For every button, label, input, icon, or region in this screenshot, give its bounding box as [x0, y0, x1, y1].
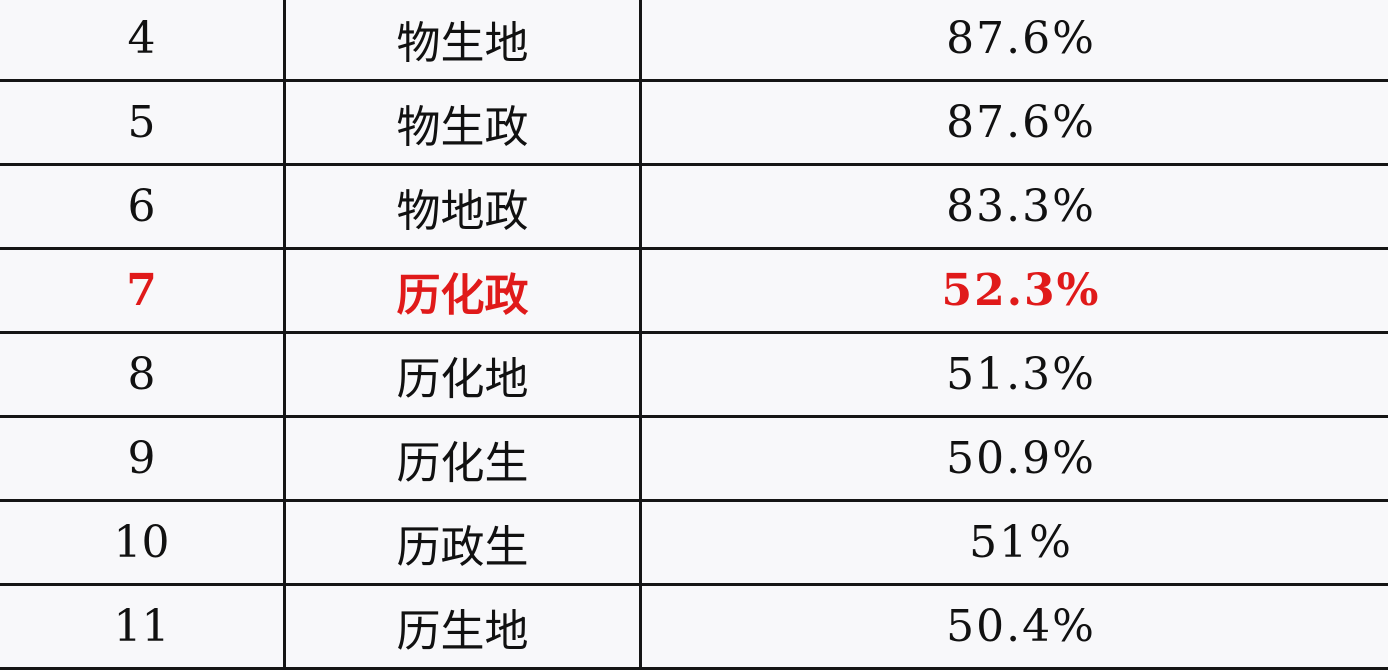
combination-cell: 物生地	[284, 0, 642, 82]
table-row: 6 物地政 83.3%	[0, 163, 1388, 250]
rate-cell: 51.3%	[640, 331, 1388, 418]
table-row: 8 历化地 51.3%	[0, 331, 1388, 418]
rank-cell: 4	[0, 0, 286, 82]
combination-cell: 历化生	[284, 415, 642, 502]
table-row: 11 历生地 50.4%	[0, 583, 1388, 670]
combination-cell: 历化政	[284, 247, 642, 334]
table-row: 5 物生政 87.6%	[0, 79, 1388, 166]
rate-cell: 52.3%	[640, 247, 1388, 334]
rank-cell: 11	[0, 583, 286, 670]
rank-cell: 9	[0, 415, 286, 502]
combination-cell: 物生政	[284, 79, 642, 166]
table-row-highlighted: 7 历化政 52.3%	[0, 247, 1388, 334]
rate-cell: 87.6%	[640, 79, 1388, 166]
table-row: 9 历化生 50.9%	[0, 415, 1388, 502]
rank-cell: 6	[0, 163, 286, 250]
combination-cell: 历生地	[284, 583, 642, 670]
rate-cell: 51%	[640, 499, 1388, 586]
combination-cell: 历政生	[284, 499, 642, 586]
rate-cell: 50.4%	[640, 583, 1388, 670]
rank-cell: 10	[0, 499, 286, 586]
rank-cell: 8	[0, 331, 286, 418]
rate-cell: 87.6%	[640, 0, 1388, 82]
combination-cell: 历化地	[284, 331, 642, 418]
rank-cell: 5	[0, 79, 286, 166]
rate-cell: 50.9%	[640, 415, 1388, 502]
rate-cell: 83.3%	[640, 163, 1388, 250]
table-row: 4 物生地 87.6%	[0, 0, 1388, 82]
rank-cell: 7	[0, 247, 286, 334]
combination-cell: 物地政	[284, 163, 642, 250]
table-row: 10 历政生 51%	[0, 499, 1388, 586]
